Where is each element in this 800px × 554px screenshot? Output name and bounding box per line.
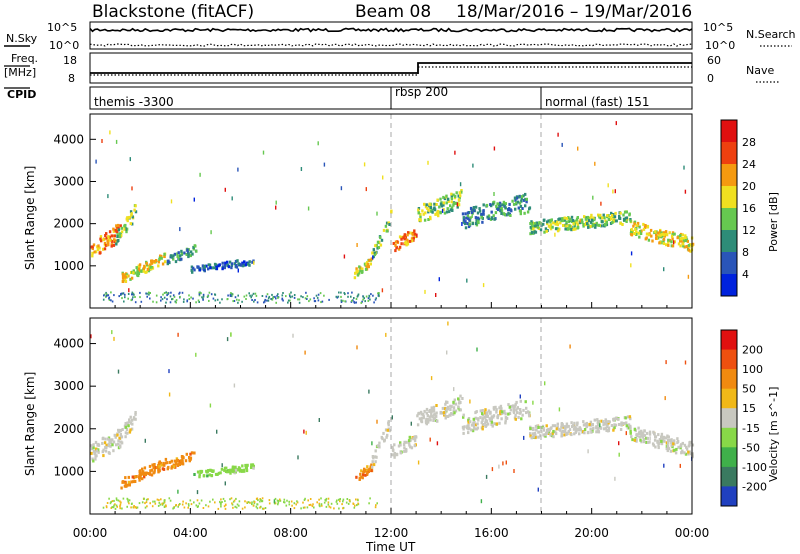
colorbar-cell — [721, 408, 737, 429]
colorbar-tick-label: 28 — [742, 136, 756, 149]
y-tick-label: 1000 — [53, 464, 84, 478]
x-axis-label: Time UT — [365, 540, 416, 554]
station-title: Blackstone (fitACF) — [92, 2, 254, 22]
velocity-x-ticks — [89, 508, 693, 514]
x-tick-label: 04:00 — [173, 526, 208, 540]
velocity-ylabel: Slant Range [km] — [23, 372, 37, 476]
x-tick-label: 08:00 — [273, 526, 308, 540]
colorbar-tick-label: 200 — [742, 344, 763, 357]
power-panel: 1000 2000 3000 4000 Slant Range [km] — [23, 113, 695, 309]
nsky-tick-bottom: 10^0 — [49, 39, 79, 52]
freq-tick-top: 18 — [63, 54, 77, 67]
nsearch-label: N.Search — [746, 28, 796, 41]
colorbar-cell — [721, 349, 737, 370]
colorbar-tick-label: 8 — [742, 246, 749, 259]
nave-tick-top: 60 — [707, 54, 721, 67]
y-tick-label: 4000 — [53, 132, 84, 146]
x-tick-label: 12:00 — [374, 526, 409, 540]
nave-line — [90, 66, 692, 76]
x-tick-label: 00:00 — [675, 526, 710, 540]
cpid-label: CPID — [7, 88, 36, 101]
colorbar-cell — [721, 120, 737, 143]
cpid-segment-3: normal (fast) 151 — [545, 95, 649, 109]
nsearch-tick-bottom: 10^0 — [705, 39, 735, 52]
y-tick-label: 2000 — [53, 422, 84, 436]
nsearch-tick-top: 10^5 — [703, 21, 733, 34]
freq-unit-label: [MHz] — [4, 66, 36, 79]
colorbar-tick-label: 50 — [742, 383, 756, 396]
colorbar-tick-label: 15 — [742, 402, 756, 415]
nsky-line — [89, 27, 693, 33]
colorbar-tick-label: -100 — [742, 461, 767, 474]
colorbar-tick-label: -200 — [742, 480, 767, 493]
x-tick-label: 00:00 — [73, 526, 108, 540]
colorbar-tick-label: -15 — [742, 422, 760, 435]
colorbar-cell — [721, 208, 737, 231]
nsky-tick-top: 10^5 — [47, 21, 77, 34]
y-tick-label: 4000 — [53, 337, 84, 351]
y-tick-label: 3000 — [53, 379, 84, 393]
velocity-panel: 1000 2000 3000 4000 Slant Range [km] — [23, 317, 695, 515]
colorbar-cell — [721, 164, 737, 187]
colorbar-tick-label: 4 — [742, 268, 749, 281]
nsky-label: N.Sky — [6, 32, 38, 45]
colorbar-cell — [721, 142, 737, 165]
colorbar-cell — [721, 274, 737, 297]
freq-panel: Freq. [MHz] 18 8 60 0 Nave — [4, 52, 780, 85]
y-tick-label: 1000 — [53, 259, 84, 273]
cpid-segment-1: themis -3300 — [94, 95, 174, 109]
colorbar-cell — [721, 330, 737, 351]
colorbar-tick-label: 16 — [742, 202, 756, 215]
nave-label: Nave — [746, 64, 774, 77]
beam-label: Beam 08 — [355, 2, 431, 22]
colorbar-tick-label: 12 — [742, 224, 756, 237]
colorbar-cell — [721, 388, 737, 409]
colorbar-tick-label: 100 — [742, 363, 763, 376]
nsearch-line — [89, 43, 693, 47]
colorbar-cell — [721, 466, 737, 487]
power-x-ticks — [89, 302, 693, 308]
colorbar-cell — [721, 230, 737, 253]
colorbar-tick-label: 20 — [742, 180, 756, 193]
freq-label: Freq. — [11, 52, 38, 65]
x-axis: 00:00 04:00 08:00 12:00 16:00 20:00 00:00 — [73, 526, 710, 540]
nsky-panel: N.Sky 10^5 10^0 10^5 10^0 N.Search — [4, 21, 796, 52]
colorbar-cell — [721, 186, 737, 209]
colorbar-cell — [721, 369, 737, 390]
freq-tick-bottom: 8 — [68, 72, 75, 85]
colorbar-tick-label: -50 — [742, 441, 760, 454]
colorbar-tick-label: 24 — [742, 158, 756, 171]
velocity-y-axis: 1000 2000 3000 4000 — [53, 337, 96, 478]
power-y-axis: 1000 2000 3000 4000 — [53, 132, 96, 273]
power-ylabel: Slant Range [km] — [23, 166, 37, 270]
y-tick-label: 2000 — [53, 217, 84, 231]
cpid-segment-2: rbsp 200 — [395, 85, 448, 99]
colorbar-cell — [721, 447, 737, 468]
colorbar-cell — [721, 486, 737, 507]
freq-line — [90, 62, 692, 74]
date-range: 18/Mar/2016 – 19/Mar/2016 — [456, 2, 692, 22]
power-colorbar: 28 24 20 16 12 8 4 Power [dB] — [720, 119, 780, 297]
power-scatter — [90, 121, 695, 304]
y-tick-label: 3000 — [53, 174, 84, 188]
x-tick-label: 20:00 — [574, 526, 609, 540]
colorbar-cell — [721, 252, 737, 275]
velocity-colorbar: 200 100 50 15 -15 -50 -100 -200 Velocity [m s^-… — [720, 329, 780, 507]
x-tick-label: 16:00 — [474, 526, 509, 540]
power-colorbar-label: Power [dB] — [767, 192, 780, 252]
velocity-colorbar-label: Velocity [m s^-1] — [767, 387, 780, 482]
cpid-strip: CPID themis -3300 rbsp 200 normal (fast)… — [4, 85, 693, 110]
colorbar-cell — [721, 427, 737, 448]
nave-tick-bottom: 0 — [707, 72, 714, 85]
